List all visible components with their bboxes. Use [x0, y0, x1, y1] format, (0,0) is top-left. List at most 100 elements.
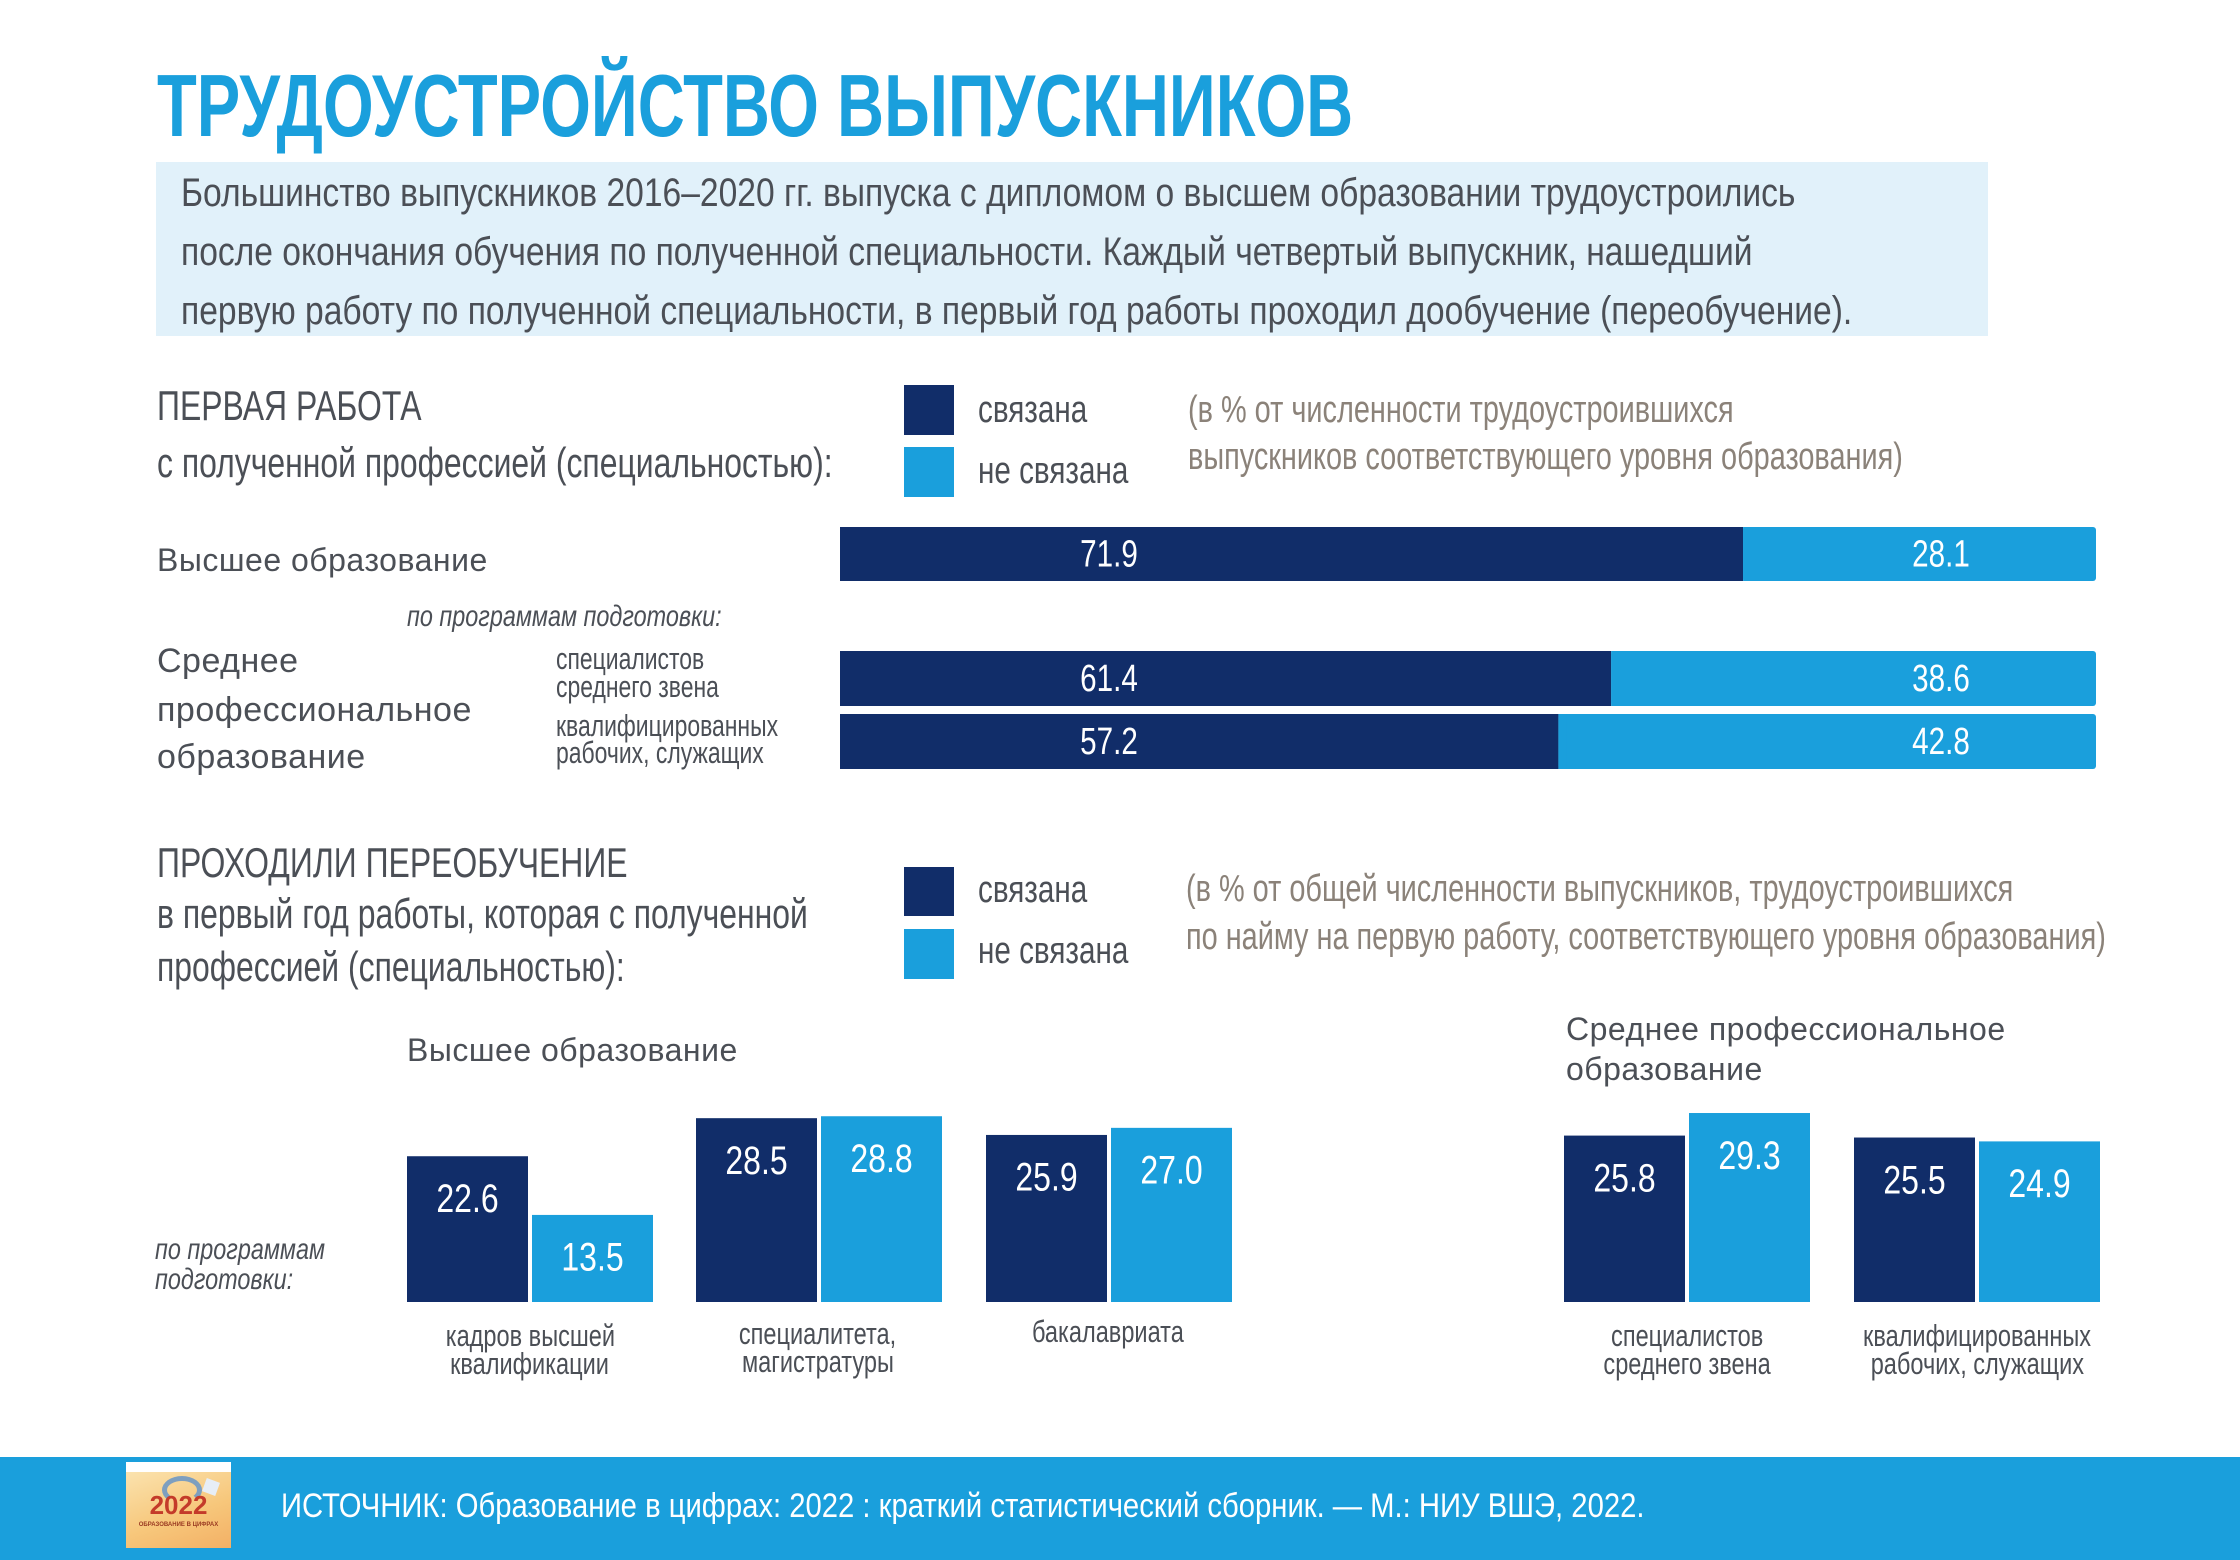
column-value-label: 25.9 — [1015, 1154, 1077, 1199]
hbar-not-related-join — [1558, 714, 1567, 769]
category-label-text: квалификации — [450, 1346, 610, 1381]
intro-line: Большинство выпускников 2016–2020 гг. вы… — [181, 171, 2103, 215]
hbar-value-label: 71.9 — [1080, 533, 1138, 575]
legend-swatch-not-related — [904, 447, 954, 497]
section1-heading: ПЕРВАЯ РАБОТА — [157, 383, 505, 429]
column-related — [407, 1156, 528, 1302]
hbar-value-label: 38.6 — [1912, 657, 1970, 699]
units-note: (в % от общей численности выпускников, т… — [1186, 869, 2240, 909]
chart-title-text: Высшее образование — [407, 1032, 738, 1068]
section1-subheading: с полученной профессией (специальностью)… — [157, 440, 1046, 486]
legend-label-not-related: не связана — [978, 451, 1171, 491]
row-label-text: образование — [157, 738, 366, 776]
book-cover-image: 2022 ОБРАЗОВАНИЕ В ЦИФРАХ — [126, 1462, 231, 1548]
chart-title-spo: образование — [1566, 1051, 1763, 1087]
section2-heading-text: ПРОХОДИЛИ ПЕРЕОБУЧЕНИЕ — [157, 839, 628, 886]
legend-swatch-not-related — [904, 929, 954, 979]
cover-decoration — [162, 1476, 202, 1504]
column-value-label: 25.8 — [1593, 1155, 1655, 1200]
program-label-text: рабочих, служащих — [556, 735, 764, 770]
column-value-label: 22.6 — [436, 1176, 498, 1221]
units-note-text: по найму на первую работу, соответствующ… — [1186, 916, 2106, 958]
legend-label-text: связана — [978, 869, 1088, 911]
hbar-not-related — [1558, 714, 2096, 769]
category-label: квалифицированных — [1797, 1318, 2157, 1353]
intro-line-text: после окончания обучения по полученной с… — [181, 230, 1753, 274]
legend-label-text: не связана — [978, 930, 1129, 972]
hbar-value-label: 57.2 — [1080, 720, 1138, 762]
legend-label-not-related: не связана — [978, 931, 1171, 971]
intro-box — [156, 162, 1988, 336]
legend-label-text: не связана — [978, 450, 1129, 492]
hbar-not-related-join — [1611, 651, 1620, 706]
category-label-text: среднего звена — [1603, 1346, 1771, 1381]
hbar-value-label: 61.4 — [1080, 657, 1138, 699]
category-label-text: рабочих, служащих — [1870, 1346, 2084, 1381]
category-label: рабочих, служащих — [1797, 1346, 2157, 1381]
units-note: выпускников соответствующего уровня обра… — [1188, 437, 2129, 477]
source-citation: ИСТОЧНИК: Образование в цифрах: 2022 : к… — [281, 1484, 1866, 1528]
category-label: среднего звена — [1507, 1346, 1867, 1381]
column-not-related — [1979, 1141, 2100, 1302]
chart-title-text: образование — [1566, 1051, 1763, 1087]
page-title: ТРУДОУСТРОЙСТВО ВЫПУСКНИКОВ — [157, 62, 1773, 150]
section2-subheading: профессией (специальностью): — [157, 944, 773, 990]
charts-canvas: 71.9 28.1 61.4 38.6 57.2 42.8 22.6 13.5 28.5 28.8… — [407, 527, 2100, 1302]
category-label: магистратуры — [638, 1344, 998, 1379]
row-label-text: Среднее — [157, 642, 299, 680]
hbar-not-related — [1743, 527, 2096, 581]
column-value-label: 29.3 — [1718, 1132, 1780, 1177]
section2-subheading: в первый год работы, которая с полученно… — [157, 891, 1013, 937]
row-label-higher: Высшее образование — [157, 542, 488, 578]
category-label: специалистов — [1507, 1318, 1867, 1353]
section2-heading: ПРОХОДИЛИ ПЕРЕОБУЧЕНИЕ — [157, 840, 776, 886]
row-label-spo: профессиональное — [157, 691, 472, 729]
units-note: по найму на первую работу, соответствующ… — [1186, 917, 2240, 957]
hbar-related — [840, 651, 1612, 706]
legend-swatch-related — [904, 385, 954, 435]
cover-title: ОБРАЗОВАНИЕ В ЦИФРАХ — [138, 1522, 219, 1528]
legend-label-related: связана — [978, 870, 1118, 910]
category-label: квалификации — [350, 1346, 710, 1381]
programs-label: по программам — [155, 1234, 373, 1266]
category-label-text: бакалавриата — [1032, 1314, 1184, 1349]
category-label-text: специалистов — [1610, 1318, 1764, 1353]
row-label-text: Высшее образование — [157, 542, 488, 578]
program-label-text: специалистов — [556, 641, 705, 676]
intro-line: после окончания обучения по полученной с… — [181, 230, 2052, 274]
column-value-label: 24.9 — [2008, 1161, 2070, 1206]
hbar-not-related-join — [1743, 527, 1752, 581]
intro-line-text: Большинство выпускников 2016–2020 гг. вы… — [181, 171, 1796, 215]
category-label: кадров высшей — [350, 1320, 710, 1351]
source-citation-text: ИСТОЧНИК: Образование в цифрах: 2022 : к… — [281, 1487, 1645, 1525]
hbar-related — [840, 527, 1744, 581]
row-label-spo: Среднее — [157, 642, 299, 680]
category-label-text: специалитета, — [739, 1316, 897, 1351]
footer-band — [0, 1457, 2240, 1560]
programs-label-text: по программам — [155, 1233, 326, 1266]
column-related — [696, 1118, 817, 1302]
column-not-related — [532, 1214, 653, 1302]
legend-swatch-related — [904, 867, 954, 916]
programs-label: по программам подготовки: — [407, 601, 810, 633]
program-label-text: квалифицированных — [556, 708, 779, 743]
category-label: специалитета, — [638, 1316, 998, 1351]
hbar-value-label: 42.8 — [1912, 720, 1970, 762]
section2-subheading-text: профессией (специальностью): — [157, 943, 625, 990]
units-note-text: (в % от общей численности выпускников, т… — [1186, 868, 2014, 910]
program-label-text: среднего звена — [556, 669, 719, 704]
cover-logos-strip — [126, 1462, 231, 1472]
intro-line: первую работу по полученной специальност… — [181, 289, 2171, 333]
program-label: специалистов — [556, 641, 756, 676]
column-related — [1564, 1135, 1685, 1302]
chart-title-higher: Высшее образование — [407, 1032, 738, 1068]
column-value-label: 25.5 — [1883, 1157, 1945, 1202]
units-note: (в % от численности трудоустроившихся — [1188, 390, 1906, 430]
category-label-text: квалифицированных — [1862, 1318, 2092, 1353]
category-label: бакалавриата — [928, 1314, 1288, 1349]
category-label-text: магистратуры — [742, 1344, 894, 1379]
units-note-text: выпускников соответствующего уровня обра… — [1188, 436, 1903, 478]
chart-title-text: Среднее профессиональное — [1566, 1011, 2006, 1047]
section1-heading-text: ПЕРВАЯ РАБОТА — [157, 382, 422, 429]
